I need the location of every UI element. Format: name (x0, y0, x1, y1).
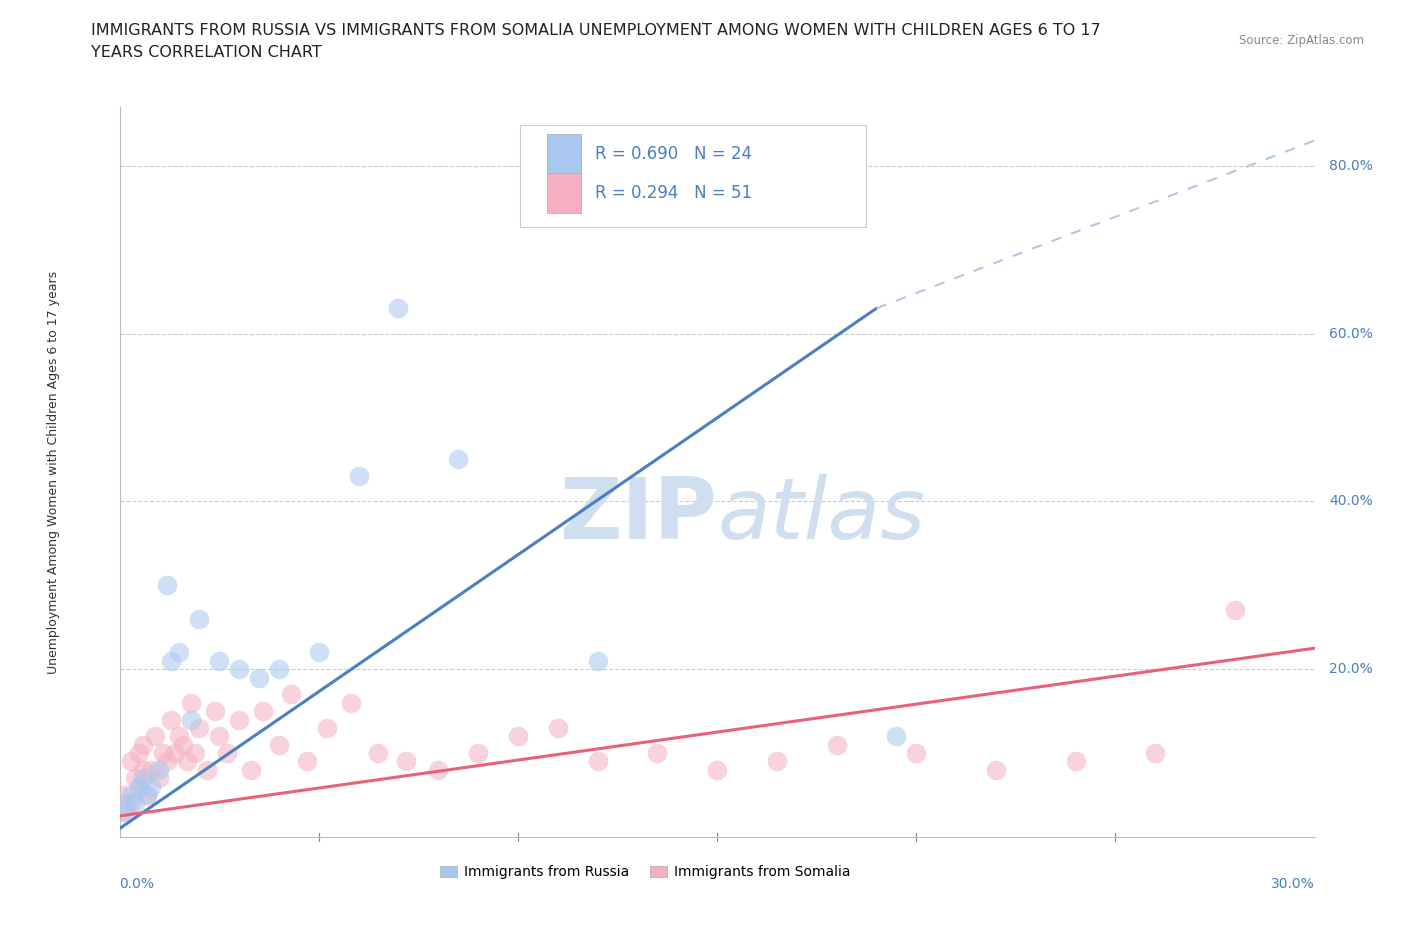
Text: Unemployment Among Women with Children Ages 6 to 17 years: Unemployment Among Women with Children A… (48, 271, 60, 673)
Point (145, 729, 166, 744)
Text: R = 0.690   N = 24: R = 0.690 N = 24 (595, 145, 752, 164)
Text: 30.0%: 30.0% (1271, 877, 1315, 891)
Point (176, 754, 198, 769)
Point (905, 746, 928, 761)
Point (121, 754, 143, 769)
Point (1064, 754, 1087, 769)
Text: YEARS CORRELATION CHART: YEARS CORRELATION CHART (91, 45, 322, 60)
Point (825, 737, 848, 752)
Point (217, 746, 239, 761)
Point (124, 771, 146, 786)
Point (132, 771, 155, 786)
Point (141, 779, 163, 794)
Point (112, 788, 135, 803)
Point (547, 721, 569, 736)
Point (280, 687, 302, 702)
Point (180, 696, 202, 711)
Point (172, 737, 194, 752)
Point (169, 729, 191, 744)
Legend: Immigrants from Russia, Immigrants from Somalia: Immigrants from Russia, Immigrants from … (434, 859, 856, 884)
Point (427, 763, 450, 777)
Point (156, 578, 179, 592)
Point (152, 746, 174, 761)
Text: R = 0.294   N = 51: R = 0.294 N = 51 (595, 184, 752, 202)
Point (308, 644, 330, 659)
Point (295, 754, 318, 769)
Point (188, 721, 211, 736)
Point (447, 452, 470, 467)
Text: 40.0%: 40.0% (1329, 495, 1372, 509)
Point (367, 746, 389, 761)
Point (169, 644, 191, 659)
Point (706, 763, 728, 777)
Text: 80.0%: 80.0% (1329, 159, 1372, 173)
Point (117, 796, 139, 811)
Point (124, 796, 146, 811)
Point (347, 469, 370, 484)
Point (121, 796, 143, 811)
Point (136, 788, 159, 803)
Point (984, 763, 1007, 777)
Point (387, 301, 409, 316)
Point (228, 662, 250, 677)
Point (1144, 746, 1167, 761)
Point (252, 704, 274, 719)
Point (267, 662, 290, 677)
Point (586, 654, 609, 669)
Text: 20.0%: 20.0% (1329, 662, 1372, 676)
Point (141, 763, 163, 777)
Point (128, 746, 150, 761)
Point (195, 763, 218, 777)
Point (339, 696, 361, 711)
Point (586, 754, 609, 769)
Point (766, 754, 789, 769)
Point (160, 712, 183, 727)
FancyBboxPatch shape (520, 126, 866, 228)
Bar (547, 173, 581, 213)
Point (132, 763, 155, 777)
Point (180, 712, 202, 727)
Point (647, 746, 669, 761)
Point (208, 729, 231, 744)
Point (506, 729, 529, 744)
Point (156, 754, 179, 769)
Point (121, 788, 143, 803)
Text: Source: ZipAtlas.com: Source: ZipAtlas.com (1239, 34, 1364, 47)
Point (128, 779, 150, 794)
Point (208, 654, 231, 669)
Point (165, 746, 187, 761)
Point (148, 771, 170, 786)
Point (247, 671, 270, 685)
Point (117, 804, 139, 819)
Point (160, 654, 183, 669)
Point (188, 611, 211, 626)
Point (136, 788, 159, 803)
Point (315, 721, 337, 736)
Point (1223, 603, 1246, 618)
Point (240, 763, 263, 777)
Text: atlas: atlas (717, 474, 925, 557)
Bar (547, 134, 581, 175)
Text: 0.0%: 0.0% (120, 877, 155, 891)
Point (132, 737, 155, 752)
Point (267, 737, 290, 752)
Text: ZIP: ZIP (560, 474, 717, 557)
Point (148, 763, 170, 777)
Point (467, 746, 489, 761)
Point (395, 754, 418, 769)
Point (184, 746, 207, 761)
Point (204, 704, 226, 719)
Point (128, 779, 150, 794)
Point (886, 729, 908, 744)
Text: IMMIGRANTS FROM RUSSIA VS IMMIGRANTS FROM SOMALIA UNEMPLOYMENT AMONG WOMEN WITH : IMMIGRANTS FROM RUSSIA VS IMMIGRANTS FRO… (91, 23, 1101, 38)
Point (228, 712, 250, 727)
Text: 60.0%: 60.0% (1329, 326, 1372, 340)
Point (112, 804, 135, 819)
